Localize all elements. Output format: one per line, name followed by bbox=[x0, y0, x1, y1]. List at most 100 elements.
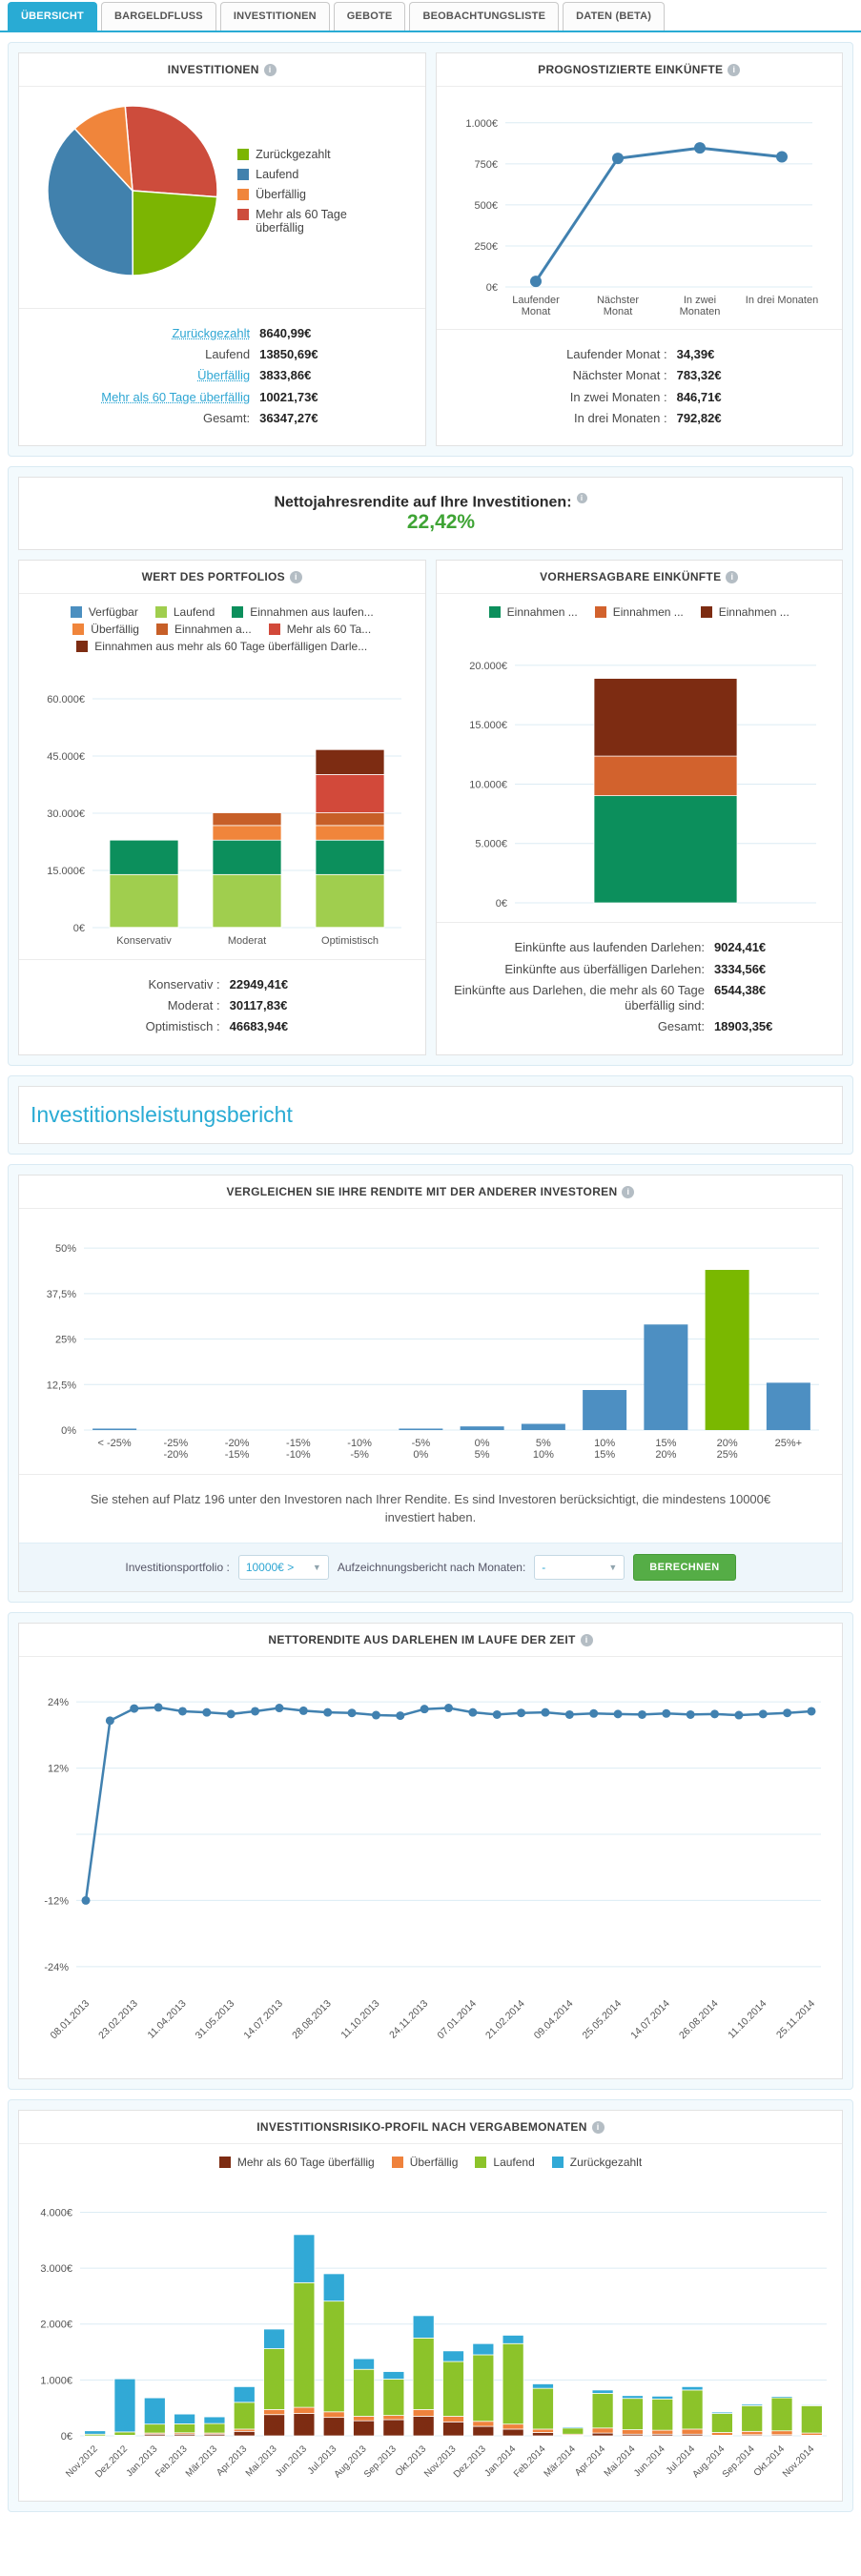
value-row: Optimistisch : 46683,94€ bbox=[34, 1019, 410, 1034]
svg-text:5%10%: 5% 10% bbox=[533, 1438, 554, 1461]
info-icon[interactable]: i bbox=[263, 64, 277, 76]
legend-label: Einnahmen ... bbox=[506, 605, 578, 620]
svg-text:500€: 500€ bbox=[475, 200, 498, 212]
tab-investitionen[interactable]: INVESTITIONEN bbox=[219, 2, 330, 31]
svg-text:21.02.2014: 21.02.2014 bbox=[483, 1997, 527, 2041]
value-link[interactable]: Überfällig bbox=[197, 368, 251, 383]
tab-bersicht[interactable]: ÜBERSICHT bbox=[8, 2, 97, 31]
value-label: Nächster Monat : bbox=[572, 368, 667, 383]
value-amount: 8640,99€ bbox=[259, 325, 312, 340]
legend-swatch bbox=[594, 606, 606, 619]
svg-text:25%: 25% bbox=[55, 1334, 76, 1345]
legend-label: Verfügbar bbox=[88, 605, 138, 620]
svg-text:4.000€: 4.000€ bbox=[40, 2207, 72, 2218]
svg-text:25.05.2014: 25.05.2014 bbox=[581, 1997, 625, 2041]
svg-text:Jun.2014: Jun.2014 bbox=[632, 2443, 667, 2479]
predictable-income-card: VORHERSAGBARE EINKÜNFTE i Einnahmen ... Ei… bbox=[435, 560, 843, 1055]
investments-pie-chart bbox=[46, 105, 218, 276]
svg-text:3.000€: 3.000€ bbox=[40, 2263, 72, 2275]
forecast-chart-wrap: 0€ 250€ 500€ 750€ 1.000€ Laufender Monat Nächst… bbox=[437, 87, 843, 329]
net-return-value: 22,42% bbox=[406, 511, 476, 534]
investments-pie-body: Zurückgezahlt Laufend Überfällig Mehr als 6… bbox=[19, 87, 425, 291]
legend-label: Laufend bbox=[173, 605, 215, 620]
risk-profile-title-text: INVESTITIONSRISIKO-PROFIL NACH VERGABEMO… bbox=[256, 2119, 587, 2134]
info-icon[interactable]: i bbox=[728, 64, 741, 76]
svg-text:09.04.2014: 09.04.2014 bbox=[532, 1997, 576, 2041]
legend-label: Einnahmen ... bbox=[612, 605, 684, 620]
legend-swatch bbox=[70, 606, 82, 619]
svg-text:Optimistisch: Optimistisch bbox=[321, 935, 379, 947]
portfolio-legend: Verfügbar Laufend Einnahmen aus laufen... Ü… bbox=[19, 594, 425, 655]
legend-swatch bbox=[237, 168, 250, 180]
info-icon[interactable]: i bbox=[726, 571, 739, 584]
svg-text:-20%-15%: -20% -15% bbox=[225, 1438, 250, 1461]
legend-label: Einnahmen ... bbox=[718, 605, 789, 620]
net-return-card: Nettojahresrendite auf Ihre Investitione… bbox=[18, 477, 843, 551]
section-portfolio: Nettojahresrendite auf Ihre Investitione… bbox=[8, 466, 853, 1066]
svg-text:Dez.2012: Dez.2012 bbox=[93, 2443, 130, 2480]
legend-swatch bbox=[218, 2156, 231, 2168]
berechnen-button[interactable]: BERECHNEN bbox=[633, 1553, 736, 1581]
investments-values: Zurückgezahlt 8640,99€ Laufend 13850,69€ Übe… bbox=[19, 307, 425, 445]
svg-text:5.000€: 5.000€ bbox=[476, 839, 508, 850]
legend-item: Laufend bbox=[154, 605, 215, 620]
net-over-time-title-text: NETTORENDITE AUS DARLEHEN IM LAUFE DER Z… bbox=[268, 1632, 576, 1646]
info-icon[interactable]: i bbox=[580, 1633, 593, 1646]
info-icon[interactable]: i bbox=[289, 571, 302, 584]
svg-text:37,5%: 37,5% bbox=[47, 1288, 76, 1299]
svg-text:0€: 0€ bbox=[61, 2431, 72, 2443]
portfolio-values: Konservativ : 22949,41€ Moderat : 30117,83€… bbox=[19, 958, 425, 1054]
svg-text:31.05.2013: 31.05.2013 bbox=[194, 1997, 237, 2041]
legend-item: Laufend bbox=[237, 168, 380, 181]
value-row: Überfällig 3833,86€ bbox=[34, 368, 410, 383]
legend-item: Laufend bbox=[475, 2156, 535, 2169]
info-icon[interactable]: i bbox=[591, 2120, 605, 2134]
tab-gebote[interactable]: GEBOTE bbox=[333, 2, 406, 31]
info-icon[interactable]: i bbox=[576, 493, 587, 503]
section-net-over-time: NETTORENDITE AUS DARLEHEN IM LAUFE DER Z… bbox=[8, 1611, 853, 2090]
legend-swatch bbox=[268, 624, 280, 636]
value-row: Gesamt: 18903,35€ bbox=[452, 1019, 828, 1034]
svg-text:Mär.2014: Mär.2014 bbox=[543, 2443, 579, 2480]
legend-swatch bbox=[154, 606, 167, 619]
months-select[interactable]: - ▼ bbox=[534, 1554, 625, 1580]
svg-text:-25%-20%: -25% -20% bbox=[164, 1438, 189, 1461]
investments-title-text: INVESTITIONEN bbox=[167, 63, 259, 76]
value-label: Moderat : bbox=[167, 998, 220, 1013]
months-select-label: Aufzeichnungsbericht nach Monaten: bbox=[337, 1560, 526, 1574]
portfolio-select-value: 10000€ > bbox=[245, 1560, 295, 1574]
svg-text:20%25%: 20% 25% bbox=[717, 1438, 738, 1461]
report-heading: Investitionsleistungsbericht bbox=[31, 1101, 293, 1127]
value-link[interactable]: Mehr als 60 Tage überfällig bbox=[101, 389, 251, 404]
legend-label: Mehr als 60 Tage überfällig bbox=[236, 2155, 375, 2169]
tab-daten-beta[interactable]: DATEN (BETA) bbox=[563, 2, 666, 31]
risk-profile-title: INVESTITIONSRISIKO-PROFIL NACH VERGABEMO… bbox=[19, 2111, 842, 2144]
svg-text:1.000€: 1.000€ bbox=[40, 2375, 72, 2386]
svg-text:15.000€: 15.000€ bbox=[469, 721, 507, 732]
value-amount: 18903,35€ bbox=[713, 1019, 773, 1034]
compare-card-title: VERGLEICHEN SIE IHRE RENDITE MIT DER AND… bbox=[19, 1176, 842, 1209]
value-amount: 10021,73€ bbox=[259, 389, 318, 404]
value-link[interactable]: Zurückgezahlt bbox=[172, 325, 251, 340]
value-amount: 22949,41€ bbox=[229, 976, 289, 992]
tab-bar: ÜBERSICHT BARGELDFLUSS INVESTITIONEN GEBOTE… bbox=[0, 0, 861, 32]
svg-text:14.07.2014: 14.07.2014 bbox=[628, 1997, 672, 2041]
svg-text:11.10.2013: 11.10.2013 bbox=[338, 1997, 381, 2040]
value-row: Zurückgezahlt 8640,99€ bbox=[34, 326, 410, 341]
value-row: Gesamt: 36347,27€ bbox=[34, 411, 410, 426]
portfolio-select[interactable]: 10000€ > ▼ bbox=[237, 1554, 329, 1580]
svg-text:Konservativ: Konservativ bbox=[116, 935, 172, 947]
info-icon[interactable]: i bbox=[622, 1185, 635, 1198]
legend-item: Einnahmen ... bbox=[488, 605, 578, 620]
value-row: Moderat : 30117,83€ bbox=[34, 998, 410, 1013]
forecast-values: Laufender Monat : 34,39€ Nächster Monat : 7… bbox=[436, 329, 842, 445]
portfolio-chart-wrap: 0€ 15.000€ 30.000€ 45.000€ 60.000€ Konservati… bbox=[19, 655, 425, 956]
value-amount: 3334,56€ bbox=[713, 961, 767, 976]
tab-bargeldfluss[interactable]: BARGELDFLUSS bbox=[100, 2, 216, 31]
tab-beobachtungsliste[interactable]: BEOBACHTUNGSLISTE bbox=[409, 2, 560, 31]
svg-text:Sep.2013: Sep.2013 bbox=[362, 2443, 399, 2480]
compare-card: VERGLEICHEN SIE IHRE RENDITE MIT DER AND… bbox=[18, 1174, 843, 1592]
svg-text:Feb.2013: Feb.2013 bbox=[154, 2443, 190, 2480]
